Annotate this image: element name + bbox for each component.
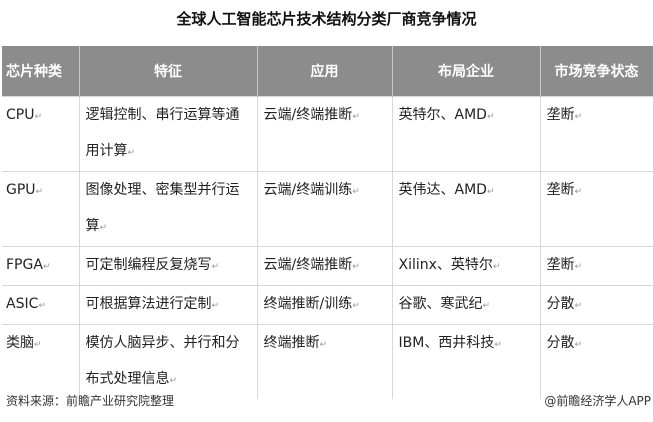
- cell-text: 分散: [547, 296, 583, 312]
- cell-text: CPU: [6, 107, 42, 123]
- table-row: CPU 逻辑控制、串行运算等通用计算 云端/终端推断 英特尔、AMD 垄断: [2, 96, 653, 172]
- cell-companies: 谷歌、寒武纪: [392, 285, 541, 325]
- header-feature: 特征: [79, 46, 258, 97]
- cell-text: 云端/终端推断: [264, 107, 360, 123]
- cell-text: 垄断: [547, 257, 583, 273]
- cell-text: FPGA: [6, 257, 50, 273]
- cell-text: 云端/终端推断: [264, 257, 360, 273]
- table-row: FPGA 可定制编程反复烧写 云端/终端推断 Xilinx、英特尔 垄断: [2, 246, 653, 286]
- cell-chip-type: ASIC: [2, 285, 80, 325]
- cell-text: 类脑: [6, 335, 42, 351]
- cell-text: 图像处理、密集型并行运算: [86, 182, 240, 234]
- cell-text: GPU: [6, 182, 43, 198]
- cell-market-status: 分散: [540, 285, 653, 325]
- cell-companies: 英伟达、AMD: [392, 171, 541, 247]
- cell-text: 终端推断: [264, 335, 328, 351]
- cell-feature: 可根据算法进行定制: [79, 285, 258, 325]
- watermark-text: @前瞻经济学人APP: [544, 394, 651, 408]
- cell-feature: 逻辑控制、串行运算等通用计算: [79, 96, 258, 172]
- table-row: 类脑 模仿人脑异步、并行和分布式处理信息 终端推断 IBM、西井科技 分散: [2, 324, 653, 399]
- table-row: ASIC 可根据算法进行定制 终端推断/训练 谷歌、寒武纪 分散: [2, 285, 653, 325]
- cell-market-status: 垄断: [540, 246, 653, 286]
- cell-chip-type: GPU: [2, 171, 80, 247]
- table-row: GPU 图像处理、密集型并行运算 云端/终端训练 英伟达、AMD 垄断: [2, 171, 653, 247]
- cell-text: 云端/终端训练: [264, 182, 360, 198]
- cell-text: Xilinx、英特尔: [399, 257, 501, 273]
- header-companies: 布局企业: [392, 46, 541, 97]
- cell-application: 云端/终端推断: [257, 96, 393, 172]
- table-title: 全球人工智能芯片技术结构分类厂商竞争情况: [176, 10, 477, 28]
- cell-chip-type: 类脑: [2, 324, 80, 399]
- cell-application: 云端/终端推断: [257, 246, 393, 286]
- cell-text: 垄断: [547, 182, 583, 198]
- cell-text: 模仿人脑异步、并行和分布式处理信息: [86, 335, 240, 387]
- cell-companies: 英特尔、AMD: [392, 96, 541, 172]
- cell-feature: 模仿人脑异步、并行和分布式处理信息: [79, 324, 258, 399]
- cell-feature: 图像处理、密集型并行运算: [79, 171, 258, 247]
- cell-text: 逻辑控制、串行运算等通用计算: [86, 107, 240, 159]
- cell-market-status: 分散: [540, 324, 653, 399]
- cell-application: 终端推断/训练: [257, 285, 393, 325]
- cell-text: 可根据算法进行定制: [86, 296, 220, 312]
- cell-application: 终端推断: [257, 324, 393, 399]
- cell-market-status: 垄断: [540, 96, 653, 172]
- cell-text: IBM、西井科技: [399, 335, 502, 351]
- cell-text: 英特尔、AMD: [399, 107, 495, 123]
- cell-companies: Xilinx、英特尔: [392, 246, 541, 286]
- cell-feature: 可定制编程反复烧写: [79, 246, 258, 286]
- cell-text: 分散: [547, 335, 583, 351]
- cell-companies: IBM、西井科技: [392, 324, 541, 399]
- cell-chip-type: FPGA: [2, 246, 80, 286]
- cell-text: 垄断: [547, 107, 583, 123]
- cell-text: 终端推断/训练: [264, 296, 360, 312]
- cell-text: ASIC: [6, 296, 46, 312]
- cell-chip-type: CPU: [2, 96, 80, 172]
- cell-text: 谷歌、寒武纪: [399, 296, 491, 312]
- cell-text: 可定制编程反复烧写: [86, 257, 220, 273]
- header-application: 应用: [257, 46, 393, 97]
- cell-text: 英伟达、AMD: [399, 182, 495, 198]
- chip-competition-table: 芯片种类 特征 应用 布局企业 市场竞争状态 CPU 逻辑控制、串行运算等通用计算…: [2, 46, 653, 399]
- header-chip-type: 芯片种类: [2, 46, 80, 97]
- source-note: 资料来源：前瞻产业研究院整理: [6, 394, 175, 408]
- cell-market-status: 垄断: [540, 171, 653, 247]
- table-header-row: 芯片种类 特征 应用 布局企业 市场竞争状态: [2, 46, 653, 97]
- cell-application: 云端/终端训练: [257, 171, 393, 247]
- header-market-status: 市场竞争状态: [540, 46, 653, 97]
